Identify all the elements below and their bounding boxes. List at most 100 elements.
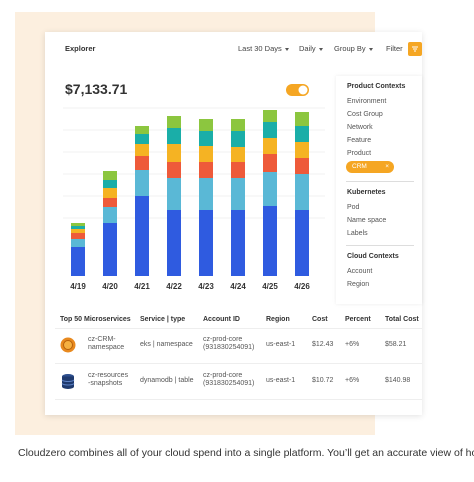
active-chip: CRM bbox=[346, 161, 394, 173]
bar-segment bbox=[231, 210, 245, 276]
bar-segment bbox=[71, 233, 85, 239]
section-title: Kubernetes bbox=[347, 189, 386, 196]
context-item[interactable]: Network bbox=[347, 124, 373, 131]
context-item[interactable]: Labels bbox=[347, 230, 368, 237]
bar-segment bbox=[295, 174, 309, 210]
x-tick-label: 4/20 bbox=[102, 282, 118, 291]
x-tick-label: 4/22 bbox=[166, 282, 182, 291]
bar-segment bbox=[135, 156, 149, 170]
cell-text: cz-CRM- bbox=[88, 336, 116, 343]
bar-segment bbox=[231, 178, 245, 210]
cell-text: namespace bbox=[88, 344, 125, 351]
row-divider bbox=[55, 399, 422, 400]
group-dropdown[interactable]: Group By bbox=[334, 44, 373, 53]
bar-segment bbox=[71, 239, 85, 247]
bar-segment bbox=[295, 112, 309, 126]
column-header: Top 50 Microservices bbox=[60, 316, 131, 323]
bar-segment bbox=[199, 119, 213, 131]
bar-segment bbox=[167, 162, 181, 178]
section-title: Product Contexts bbox=[347, 83, 406, 90]
context-item[interactable]: Feature bbox=[347, 137, 372, 144]
bar-segment bbox=[103, 188, 117, 198]
cell-text: dynamodb | table bbox=[140, 377, 194, 384]
bar-segment bbox=[135, 144, 149, 156]
total-cost: $7,133.71 bbox=[65, 81, 128, 97]
bar-segment bbox=[263, 122, 277, 138]
context-item[interactable]: Product bbox=[347, 150, 372, 157]
bar-segment bbox=[103, 207, 117, 223]
bar-segment bbox=[295, 210, 309, 276]
column-header: Percent bbox=[345, 316, 371, 323]
bar-segment bbox=[199, 162, 213, 178]
bar-segment bbox=[167, 210, 181, 276]
context-item[interactable]: Pod bbox=[347, 204, 360, 211]
context-item[interactable]: Region bbox=[347, 281, 370, 288]
bar-segment bbox=[103, 223, 117, 276]
interval-label: Daily bbox=[299, 44, 316, 53]
bar-segment bbox=[167, 144, 181, 162]
cell-text: +6% bbox=[345, 341, 360, 348]
x-tick-label: 4/26 bbox=[294, 282, 310, 291]
cell-text: cz-prod-core bbox=[203, 336, 243, 343]
cell-text: cz-prod-core bbox=[203, 372, 243, 379]
range-dropdown[interactable]: Last 30 Days bbox=[238, 44, 289, 53]
bar-segment bbox=[295, 142, 309, 158]
cell-text: (931830254091) bbox=[203, 344, 255, 351]
bar-segment bbox=[263, 154, 277, 172]
context-item[interactable]: Environment bbox=[347, 98, 387, 105]
bar-segment bbox=[167, 178, 181, 210]
filter-label[interactable]: Filter bbox=[386, 44, 403, 53]
cell-text: $10.72 bbox=[312, 377, 334, 384]
cell-text: +6% bbox=[345, 377, 360, 384]
toggle[interactable] bbox=[286, 83, 310, 97]
column-header: Account ID bbox=[203, 316, 240, 323]
column-header: Region bbox=[266, 316, 290, 323]
bar-segment bbox=[199, 178, 213, 210]
bar-segment bbox=[167, 116, 181, 128]
context-sidebar: Product Contexts Environment Cost Group Net… bbox=[336, 76, 422, 304]
context-item[interactable]: Name space bbox=[347, 217, 387, 224]
bar-segment bbox=[103, 171, 117, 180]
divider bbox=[346, 245, 414, 246]
bar-segment bbox=[263, 172, 277, 206]
bar-segment bbox=[135, 196, 149, 276]
bar-segment bbox=[71, 229, 85, 233]
cell-text: cz-resources bbox=[88, 372, 129, 379]
bar-segment bbox=[135, 170, 149, 196]
x-tick-label: 4/24 bbox=[230, 282, 246, 291]
bar-segment bbox=[103, 198, 117, 207]
bar-segment bbox=[231, 162, 245, 178]
context-item[interactable]: Cost Group bbox=[347, 111, 383, 118]
bar-segment bbox=[199, 131, 213, 146]
cell-text: $140.98 bbox=[385, 377, 411, 384]
cell-text: $58.21 bbox=[385, 341, 407, 348]
bar-segment bbox=[71, 247, 85, 276]
bar-segment bbox=[231, 119, 245, 131]
bar-segment bbox=[231, 131, 245, 147]
interval-dropdown[interactable]: Daily bbox=[299, 44, 323, 53]
cell-text: us-east-1 bbox=[266, 377, 296, 384]
x-tick-label: 4/19 bbox=[70, 282, 86, 291]
cell-text: $12.43 bbox=[312, 341, 334, 348]
group-label: Group By bbox=[334, 44, 366, 53]
cell-text: eks | namespace bbox=[140, 341, 193, 348]
bar-segment bbox=[71, 223, 85, 226]
cost-chart: 4/19 4/20 4/21 4/22 4/23 4/24 4/25 4/26 bbox=[63, 107, 325, 291]
context-item[interactable]: Account bbox=[347, 268, 373, 275]
bar-segment bbox=[199, 210, 213, 276]
row-divider bbox=[55, 363, 422, 364]
bar-segment bbox=[103, 180, 117, 188]
bar-segment bbox=[199, 146, 213, 162]
section-title: Cloud Contexts bbox=[347, 253, 399, 260]
column-header: Cost bbox=[312, 316, 328, 323]
bar-segment bbox=[71, 226, 85, 229]
bar-segment bbox=[231, 147, 245, 162]
filter-button[interactable] bbox=[408, 42, 422, 56]
cell-text: us-east-1 bbox=[266, 341, 296, 348]
cell-text: -snapshots bbox=[88, 380, 123, 387]
bar-segment bbox=[263, 206, 277, 276]
bar-segment bbox=[263, 138, 277, 154]
service-icon bbox=[60, 337, 76, 353]
bar-segment bbox=[263, 110, 277, 122]
